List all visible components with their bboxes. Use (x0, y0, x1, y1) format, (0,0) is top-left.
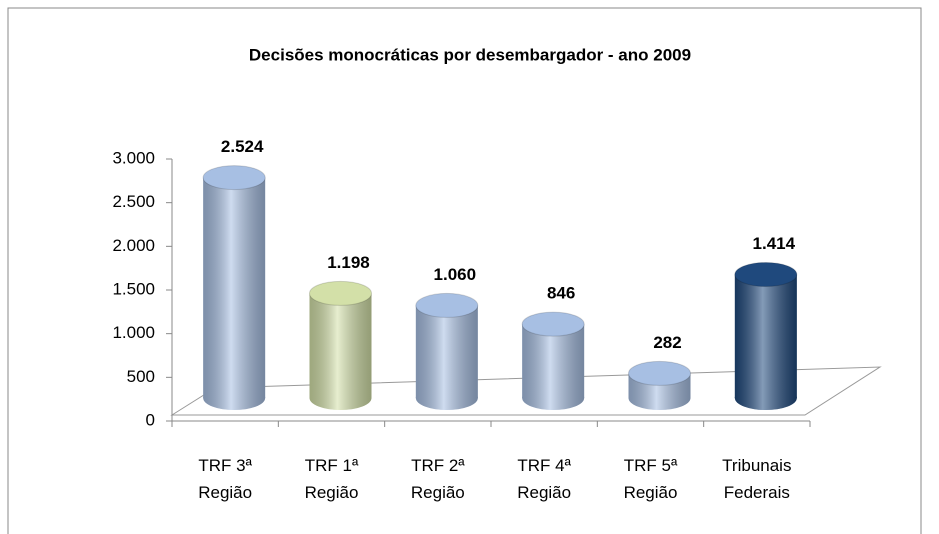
y-tick-label: 500 (127, 367, 155, 386)
y-tick-label: 2.000 (112, 236, 155, 255)
value-label: 846 (547, 284, 575, 303)
bar-shade (203, 177, 266, 398)
bar-shade (522, 324, 585, 398)
y-tick-label: 2.500 (112, 192, 155, 211)
y-tick-label: 3.000 (112, 148, 155, 167)
bar-top (309, 280, 372, 306)
x-tick-label: Tribunais Federais (722, 456, 792, 502)
x-tick-label: TRF 4ª Região (517, 456, 572, 502)
bar-top (628, 360, 691, 386)
frame (7, 7, 922, 534)
value-label: 282 (653, 333, 681, 352)
y-tick-label: 0 (146, 410, 155, 429)
y-tick-label: 1.500 (112, 279, 155, 298)
x-tick-label: TRF 2ª Região (410, 456, 465, 502)
value-label: 2.524 (221, 137, 264, 156)
bar-shade (415, 305, 478, 398)
bar-shade (734, 274, 797, 398)
bar-top (734, 262, 798, 288)
chart-title: Decisões monocráticas por desembargador … (249, 45, 691, 64)
value-label: 1.198 (327, 253, 370, 272)
value-label: 1.060 (434, 265, 477, 284)
x-tick-label: TRF 3ª Região (198, 456, 253, 502)
x-tick-label: TRF 5ª Região (623, 456, 678, 502)
bar-top (415, 292, 479, 318)
value-label: 1.414 (753, 234, 796, 253)
x-tick-label: TRF 1ª Região (304, 456, 359, 502)
bar-shade (309, 293, 372, 398)
bar-top (521, 311, 585, 337)
y-tick-label: 1.000 (112, 323, 155, 342)
bar-top (202, 165, 266, 191)
